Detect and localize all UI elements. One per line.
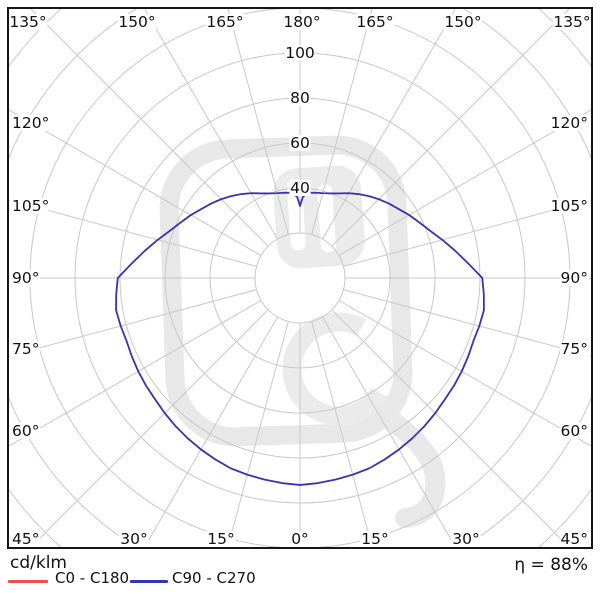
angle-label-bottom-0: 45° [12, 530, 39, 548]
grid-spoke-285 [8, 289, 257, 357]
legend-label-c90-c270: C90 - C270 [172, 569, 256, 587]
watermark-logo [159, 135, 446, 528]
angle-label-right-2: 90° [561, 269, 588, 287]
angle-label-bottom-3: 0° [291, 530, 309, 548]
angle-label-left-2: 90° [12, 269, 39, 287]
grid-spoke-210 [143, 8, 278, 240]
grid-spoke-165 [311, 8, 373, 235]
legend-line-c90-c270 [130, 580, 168, 583]
angle-label-top-6: 135° [553, 13, 590, 31]
radial-tick-80: 80 [290, 89, 310, 107]
angle-label-left-1: 105° [12, 197, 49, 215]
watermark-tail [377, 407, 446, 528]
grid-spoke-225 [29, 8, 269, 247]
angle-label-bottom-4: 15° [361, 530, 388, 548]
radial-tick-100: 100 [285, 44, 315, 62]
grid-spoke-150 [322, 8, 457, 240]
grid-spoke-45 [331, 309, 571, 548]
watermark-notch [317, 184, 337, 253]
angle-label-bottom-5: 30° [452, 530, 479, 548]
grid-spoke-300 [8, 300, 262, 448]
curve-c90-c270 [115, 191, 485, 486]
polar-labels: 135° 150° 165° 180° 165° 150° 135° 120° 105° 90° 7… [8, 13, 592, 548]
plot-border [7, 7, 593, 549]
angle-label-bottom-1: 30° [120, 530, 147, 548]
grid-spoke-240 [8, 108, 262, 256]
polar-grid-svg: 135° 150° 165° 180° 165° 150° 135° 120° 105° 90° 7… [7, 7, 593, 549]
watermark-outline [159, 135, 413, 447]
angle-label-bottom-6: 45° [561, 530, 588, 548]
grid-spoke-330 [143, 316, 278, 548]
angle-label-left-4: 60° [12, 422, 39, 440]
angle-label-left-3: 75° [12, 340, 39, 358]
angle-label-bottom-2: 15° [207, 530, 234, 548]
grid-spoke-30 [322, 316, 457, 548]
legend-line-c0-c180 [8, 580, 48, 583]
radial-tick-40: 40 [290, 179, 310, 197]
polar-grid [8, 8, 592, 548]
efficiency-value: η = 88% [514, 555, 588, 575]
angle-label-top-4: 165° [356, 13, 393, 31]
unit-label: cd/klm [10, 553, 67, 573]
angle-label-right-3: 75° [561, 340, 588, 358]
grid-spoke-15 [311, 321, 373, 548]
polar-chart-area: 135° 150° 165° 180° 165° 150° 135° 120° 105° 90° 7… [7, 7, 593, 549]
grid-spoke-120 [338, 108, 592, 256]
angle-label-right-0: 120° [551, 114, 588, 132]
angle-label-top-2: 165° [206, 13, 243, 31]
grid-spoke-345 [227, 321, 289, 548]
angle-label-top-5: 150° [444, 13, 481, 31]
angle-label-top-0: 135° [9, 13, 46, 31]
grid-spoke-135 [331, 8, 571, 247]
radial-tick-60: 60 [290, 134, 310, 152]
watermark-arc [282, 312, 396, 426]
angle-label-top-1: 150° [118, 13, 155, 31]
grid-spoke-60 [338, 300, 592, 448]
angle-label-top-3: 180° [283, 13, 320, 31]
grid-spoke-195 [227, 8, 289, 235]
angle-label-right-1: 105° [551, 197, 588, 215]
legend-label-c0-c180: C0 - C180 [55, 569, 130, 587]
angle-label-right-4: 60° [561, 422, 588, 440]
angle-label-left-0: 120° [12, 114, 49, 132]
grid-spoke-315 [29, 309, 269, 548]
polar-plot: 135° 150° 165° 180° 165° 150° 135° 120° 105° 90° 7… [8, 8, 592, 548]
